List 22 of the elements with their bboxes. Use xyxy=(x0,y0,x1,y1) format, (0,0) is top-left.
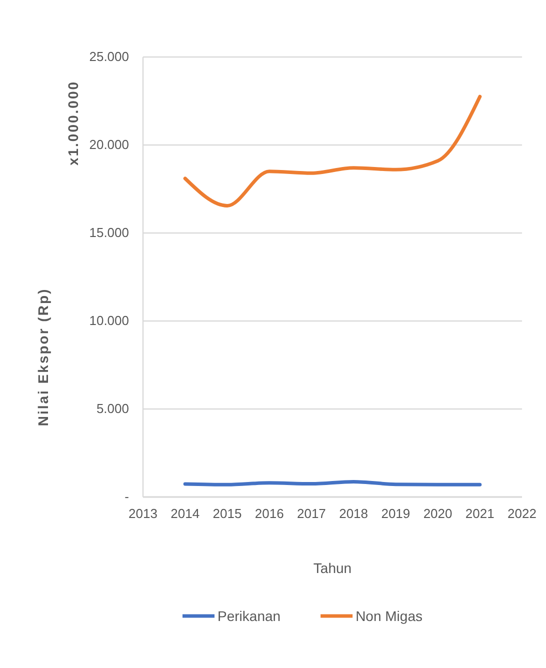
x-axis-title: Tahun xyxy=(313,560,352,576)
legend-label: Non Migas xyxy=(356,608,422,624)
x-tick-label: 2014 xyxy=(170,506,200,522)
x-tick-label: 2021 xyxy=(465,506,494,522)
y-tick-label: 5.000 xyxy=(96,401,129,416)
x-tick-label: 2022 xyxy=(508,506,536,522)
x-tick-label: 2013 xyxy=(128,506,158,522)
x-tick-label: 2017 xyxy=(296,506,326,522)
x-tick-label: 2018 xyxy=(339,506,368,522)
legend-label: Perikanan xyxy=(218,608,281,624)
y-tick-label: 15.000 xyxy=(89,225,129,240)
line-series xyxy=(183,94,482,208)
y-tick-label: - xyxy=(124,489,129,504)
x-tick-label: 2020 xyxy=(423,506,452,522)
y-tick-label: 10.000 xyxy=(89,313,129,328)
y-tick-label: 20.000 xyxy=(89,137,129,152)
x-tick-label: 2015 xyxy=(212,506,242,522)
text: x1.000.000 xyxy=(65,80,81,166)
y-axis-title: Nilai Ekspor (Rp) xyxy=(35,288,51,426)
x-tick-label: 2016 xyxy=(254,506,284,522)
y-tick-label: 25.000 xyxy=(89,49,129,64)
x-tick-label: 2019 xyxy=(381,506,410,522)
